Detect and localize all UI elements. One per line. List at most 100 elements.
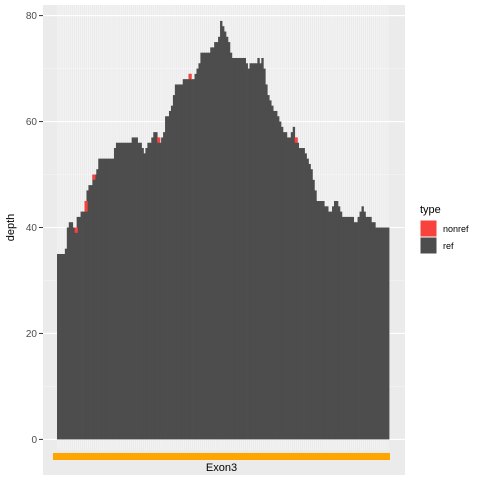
ref-bar [202, 52, 205, 440]
ref-bar [92, 174, 95, 440]
ref-bar [241, 57, 245, 440]
ref-bar [339, 211, 343, 440]
ref-bar [326, 206, 329, 440]
depth-bars [57, 20, 390, 440]
ref-bar [257, 57, 260, 440]
ref-bar [308, 163, 311, 440]
nonref-bar [157, 137, 161, 143]
ref-bar [239, 57, 243, 440]
ref-bar [306, 158, 309, 440]
ref-bar [249, 63, 252, 440]
ref-bar [127, 142, 131, 440]
ref-bar [64, 248, 68, 440]
ref-bar [286, 137, 290, 440]
ref-bar [121, 142, 125, 440]
ref-bar [253, 63, 256, 440]
ref-bar [151, 137, 154, 440]
ref-bar [261, 57, 264, 440]
exon-panel: Exon3 [43, 450, 405, 475]
ref-bar [94, 174, 97, 440]
ref-bar [375, 227, 378, 440]
ref-bar [119, 142, 123, 440]
ref-bar [200, 52, 203, 440]
ref-bar [216, 42, 219, 440]
ref-bar [110, 158, 113, 440]
nonref-bar [74, 227, 78, 233]
ref-bar [371, 222, 374, 440]
nonref-marks [74, 73, 298, 233]
ref-bar [298, 148, 301, 440]
ref-bar [57, 253, 60, 440]
ref-bar [363, 211, 366, 440]
ref-bar [133, 137, 136, 440]
ref-bar [351, 216, 355, 440]
ref-bar [72, 227, 76, 440]
ref-bar [243, 57, 246, 440]
ref-bar [251, 63, 254, 440]
ref-bar [206, 52, 209, 440]
ref-bar [157, 137, 160, 440]
ref-bar [310, 169, 313, 440]
ref-bar [131, 137, 135, 440]
ref-bar [108, 158, 111, 440]
ref-bar [196, 68, 199, 440]
ref-bar [383, 227, 386, 440]
ref-bar [316, 201, 319, 440]
ref-bar [255, 63, 258, 440]
ref-bar [66, 227, 70, 440]
ref-bar [165, 116, 168, 440]
exon-label: Exon3 [206, 462, 237, 474]
ref-bar [78, 216, 81, 440]
ref-bar [355, 222, 358, 440]
ref-bar [296, 142, 300, 440]
ref-bar [143, 153, 146, 440]
ref-bar [174, 84, 178, 440]
ref-bar [233, 57, 237, 440]
ref-bar [125, 142, 129, 440]
nonref-bar [92, 174, 96, 180]
ref-bar [204, 52, 207, 440]
ref-bar [231, 57, 235, 440]
ref-bar [115, 142, 119, 440]
ref-bar [80, 211, 83, 440]
y-tick-label: 20 [26, 329, 38, 340]
ref-bar [229, 52, 233, 440]
ref-bar [113, 148, 117, 440]
ref-bar [312, 179, 315, 440]
ref-bar [208, 52, 211, 440]
nonref-bar [84, 201, 88, 212]
ref-bar [278, 121, 282, 440]
legend-title: type [420, 204, 441, 216]
plot-panel [43, 5, 405, 450]
ref-bar [194, 73, 197, 440]
ref-bar [280, 126, 284, 440]
legend-label-nonref: nonref [443, 224, 469, 234]
ref-bar [333, 201, 337, 440]
ref-bar [302, 148, 305, 440]
ref-bar [170, 105, 174, 440]
ref-bar [159, 142, 162, 440]
ref-bar [155, 132, 158, 440]
ref-bar [112, 158, 115, 440]
ref-bar [104, 158, 107, 440]
ref-bar [235, 57, 239, 440]
y-tick-label: 80 [26, 11, 38, 22]
ref-bar [88, 185, 91, 440]
ref-bar [314, 190, 317, 440]
ref-bar [145, 148, 148, 440]
ref-bar [265, 84, 268, 440]
ref-bar [263, 68, 266, 440]
ref-bar [345, 216, 349, 440]
ref-bar [273, 110, 276, 440]
ref-bar [161, 137, 164, 440]
ref-bar [180, 84, 184, 440]
legend-key-nonref [419, 219, 438, 238]
ref-bar [214, 42, 217, 440]
ref-bar [324, 206, 327, 440]
ref-bar [357, 216, 360, 440]
ref-bar [379, 227, 382, 440]
ref-bar [318, 201, 321, 440]
ref-bar [349, 216, 353, 440]
ref-bar [267, 95, 270, 440]
ref-bar [332, 206, 335, 440]
